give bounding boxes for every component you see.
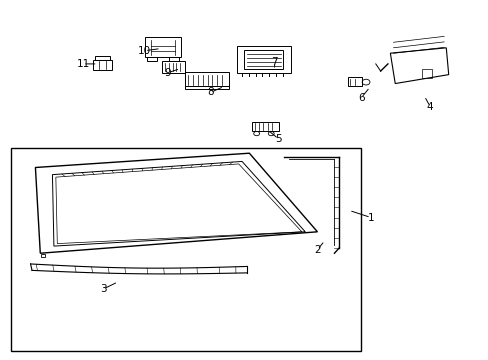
Bar [185, 72, 228, 86]
Bar [169, 57, 179, 61]
Text: 4: 4 [426, 102, 433, 112]
Text: 11: 11 [76, 59, 89, 69]
Bar [93, 60, 112, 70]
Text: 2: 2 [313, 245, 320, 255]
Bar [147, 57, 157, 61]
Text: 1: 1 [367, 212, 373, 222]
Text: 3: 3 [100, 284, 106, 294]
Text: 10: 10 [138, 46, 151, 56]
Bar [251, 122, 278, 131]
Text: 7: 7 [271, 57, 277, 67]
Bar [95, 56, 110, 60]
Bar [144, 37, 181, 57]
Bar [185, 86, 228, 89]
Bar [162, 62, 185, 73]
Bar [244, 50, 283, 69]
Bar [41, 254, 45, 257]
Bar [421, 69, 431, 78]
Bar [237, 46, 290, 73]
Bar [11, 148, 361, 351]
Text: 9: 9 [164, 68, 171, 78]
Text: 8: 8 [207, 87, 213, 98]
Bar [347, 77, 362, 86]
Text: 6: 6 [357, 93, 364, 103]
Text: 5: 5 [275, 134, 281, 144]
